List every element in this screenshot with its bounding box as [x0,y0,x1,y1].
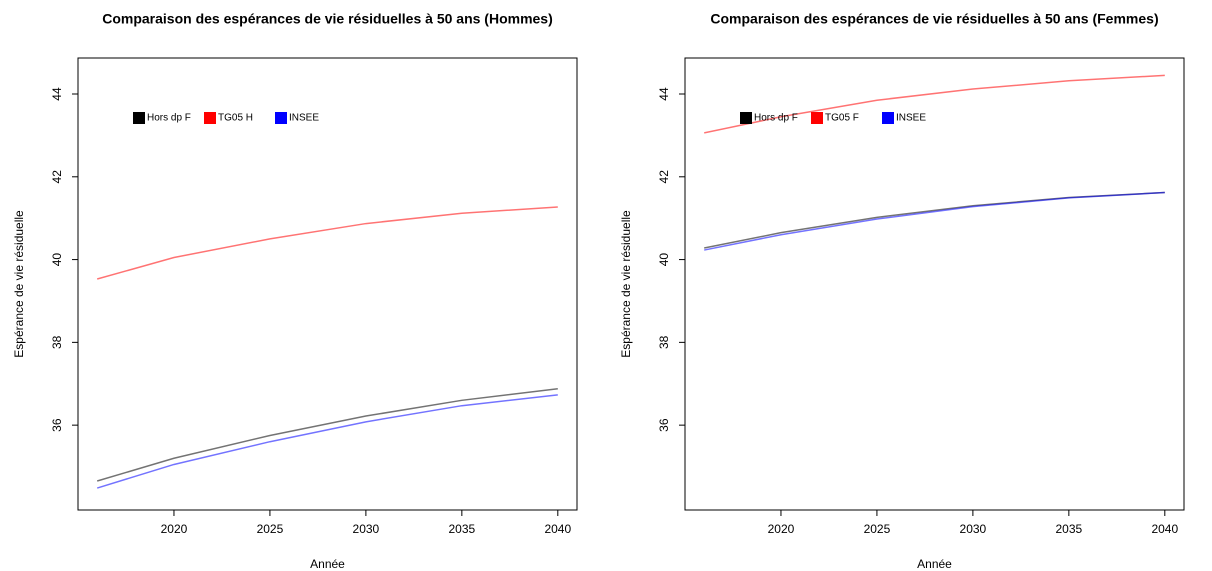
y-axis-label: Espérance de vie résiduelle [12,210,26,358]
chart: Comparaison des espérances de vie résidu… [619,11,1185,571]
series-line [96,206,558,280]
legend-swatch [811,112,823,124]
y-tick-label: 44 [50,87,64,101]
x-tick-label: 2040 [1151,522,1178,536]
legend-label: TG05 F [825,113,859,124]
x-axis-label: Année [917,557,952,571]
x-tick-label: 2035 [448,522,475,536]
y-tick-label: 38 [50,335,64,349]
x-tick-label: 2040 [544,522,571,536]
y-tick-label: 44 [657,87,671,101]
series-line [96,394,558,489]
plot-frame [684,57,1185,511]
series-line [96,387,558,482]
series-line [704,191,1165,251]
x-tick-label: 2030 [960,522,987,536]
legend-label: INSEE [896,113,926,124]
y-tick-label: 42 [657,170,671,184]
plot-frame [77,57,578,511]
x-axis-label: Année [310,557,345,571]
legend-label: INSEE [289,113,319,124]
chart: Comparaison des espérances de vie résidu… [12,11,578,571]
x-tick-label: 2030 [353,522,380,536]
legend-swatch [882,112,894,124]
y-tick-label: 42 [50,170,64,184]
y-tick-label: 38 [657,335,671,349]
legend-swatch [740,112,752,124]
y-tick-label: 36 [50,418,64,432]
series-line [704,191,1165,249]
x-tick-label: 2020 [161,522,188,536]
y-tick-label: 36 [657,418,671,432]
x-tick-label: 2025 [864,522,891,536]
legend-label: Hors dp F [754,113,798,124]
legend-swatch [133,112,145,124]
legend-label: Hors dp F [147,113,191,124]
chart-title: Comparaison des espérances de vie résidu… [102,11,553,27]
legend-swatch [204,112,216,124]
series-line [704,74,1165,134]
legend-swatch [275,112,287,124]
y-tick-label: 40 [50,253,64,267]
legend-label: TG05 H [218,113,253,124]
y-axis-label: Espérance de vie résiduelle [619,210,633,358]
chart-title: Comparaison des espérances de vie résidu… [710,11,1158,27]
x-tick-label: 2020 [768,522,795,536]
y-tick-label: 40 [657,253,671,267]
x-tick-label: 2025 [257,522,284,536]
x-tick-label: 2035 [1055,522,1082,536]
